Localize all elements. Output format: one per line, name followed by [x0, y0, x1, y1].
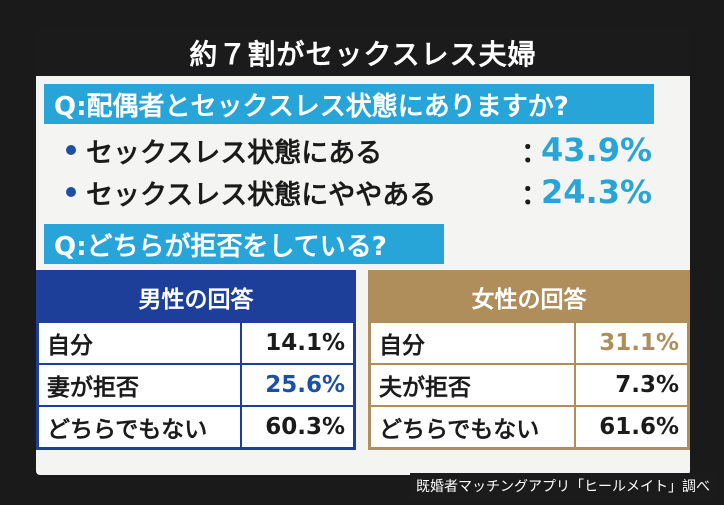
row-value: 25.6%	[240, 363, 356, 407]
colon-separator: ：	[521, 137, 548, 169]
answer-label: セックスレス状態にややある	[86, 179, 437, 211]
male-results-table: 男性の回答 自分 14.1% 妻が拒否 25.6% どちらでもない 60.3%	[36, 270, 356, 450]
row-label: 自分	[368, 321, 576, 365]
answer-value: 24.3%	[541, 173, 653, 211]
row-label: 夫が拒否	[368, 363, 576, 407]
row-label: どちらでもない	[36, 405, 242, 450]
row-label: 妻が拒否	[36, 363, 242, 407]
row-label: 自分	[36, 321, 242, 365]
source-caption: 既婚者マッチングアプリ「ヒールメイト」調べ	[410, 473, 716, 499]
answer-row: セックスレス状態にややある ： 24.3%	[66, 172, 666, 212]
question-2-label: Q:どちらが拒否をしている?	[44, 224, 444, 264]
page-title: 約７割がセックスレス夫婦	[36, 30, 690, 76]
table-row: 自分 31.1%	[368, 321, 690, 365]
bullet-icon	[66, 187, 76, 197]
row-value: 60.3%	[240, 405, 356, 450]
row-value: 7.3%	[574, 363, 690, 407]
female-table-header: 女性の回答	[368, 270, 690, 323]
question-1-label: Q:配偶者とセックスレス状態にありますか?	[44, 84, 654, 124]
row-label: どちらでもない	[368, 405, 576, 450]
colon-separator: ：	[521, 179, 548, 211]
answer-row: セックスレス状態にある ： 43.9%	[66, 130, 666, 170]
row-value: 61.6%	[574, 405, 690, 450]
row-value: 31.1%	[574, 321, 690, 365]
table-row: どちらでもない 60.3%	[36, 405, 356, 450]
answer-label: セックスレス状態にある	[86, 137, 383, 169]
answer-value: 43.9%	[541, 131, 653, 169]
table-row: 夫が拒否 7.3%	[368, 363, 690, 407]
table-row: どちらでもない 61.6%	[368, 405, 690, 450]
female-results-table: 女性の回答 自分 31.1% 夫が拒否 7.3% どちらでもない 61.6%	[368, 270, 690, 450]
infographic-panel: 約７割がセックスレス夫婦 Q:配偶者とセックスレス状態にありますか? セックスレ…	[36, 30, 690, 475]
table-row: 自分 14.1%	[36, 321, 356, 365]
male-table-header: 男性の回答	[36, 270, 356, 323]
bullet-icon	[66, 145, 76, 155]
row-value: 14.1%	[240, 321, 356, 365]
table-row: 妻が拒否 25.6%	[36, 363, 356, 407]
